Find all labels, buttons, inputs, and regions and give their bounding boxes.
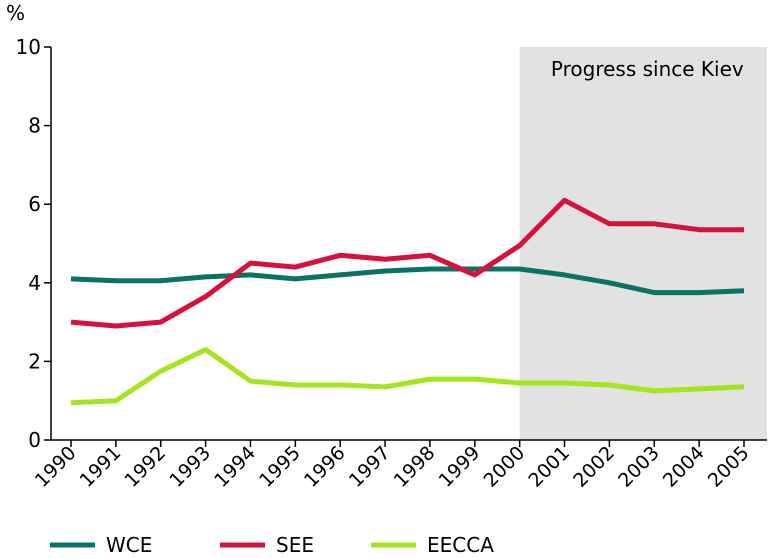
series-line-wce (70, 266, 745, 296)
x-tick-label: 1994 (210, 442, 260, 492)
series-line-eecca (70, 347, 745, 406)
x-tick-label: 2003 (614, 442, 664, 492)
y-tick-label: 4 (28, 271, 41, 295)
legend-item-eecca: EECCA (371, 533, 494, 557)
x-tick-label: 1997 (345, 442, 395, 492)
x-tick-label: 1992 (121, 442, 171, 492)
x-tick-label: 2005 (704, 442, 754, 492)
legend-label: EECCA (427, 533, 494, 557)
x-tick-label: 2001 (524, 442, 574, 492)
x-tick-label: 2002 (569, 442, 619, 492)
x-axis: 1990199119921993199419951996199719981999… (31, 439, 767, 492)
y-tick-label: 8 (28, 114, 41, 138)
plot-lines (70, 197, 745, 406)
y-tick-label: 2 (28, 349, 41, 373)
x-tick-label: 1999 (435, 442, 485, 492)
y-tick-label: 6 (28, 192, 41, 216)
series-line-see (70, 197, 744, 329)
x-tick-label: 1998 (390, 442, 440, 492)
shaded-region-label: Progress since Kiev (551, 57, 744, 81)
legend-label: SEE (276, 533, 314, 557)
x-tick-label: 1993 (165, 442, 215, 492)
legend-label: WCE (106, 533, 152, 557)
x-tick-label: 1995 (255, 442, 305, 492)
x-tick-label: 1991 (76, 442, 126, 492)
x-tick-label: 2004 (659, 442, 709, 492)
y-axis-label: % (6, 1, 25, 25)
y-tick-label: 0 (28, 428, 41, 452)
x-tick-label: 1996 (300, 442, 350, 492)
y-tick-label: 10 (16, 35, 41, 59)
legend: WCE SEE EECCA (50, 533, 494, 557)
legend-item-wce: WCE (50, 533, 152, 557)
legend-item-see: SEE (220, 533, 314, 557)
y-axis: 0 2 4 6 8 10 (16, 35, 52, 452)
x-tick-label: 2000 (479, 442, 529, 492)
shaded-region (519, 47, 767, 440)
